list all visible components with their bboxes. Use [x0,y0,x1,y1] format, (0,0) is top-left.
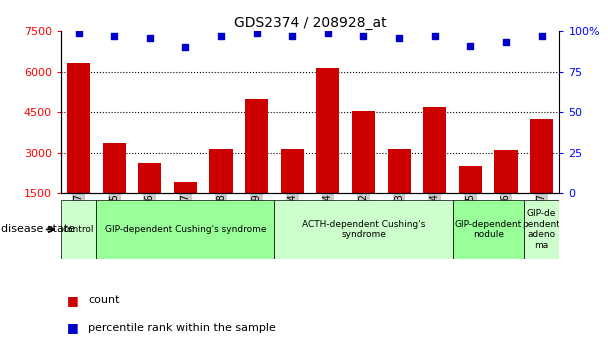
Bar [352,111,375,234]
Bar [61,200,97,259]
Bar [274,200,452,259]
Bar [423,107,446,234]
Bar [174,183,197,234]
Text: ACTH-dependent Cushing's
syndrome: ACTH-dependent Cushing's syndrome [302,220,425,239]
Text: percentile rank within the sample: percentile rank within the sample [88,323,276,333]
Bar [494,150,517,234]
Point [430,33,440,39]
Point [288,33,297,39]
Text: control: control [63,225,94,234]
Bar [316,68,339,234]
Point [466,43,475,48]
Point [323,30,333,36]
Bar [459,166,482,234]
Bar [523,200,559,259]
Bar [452,200,523,259]
Point [181,45,190,50]
Point [74,30,83,36]
Point [252,30,261,36]
Bar [103,143,126,234]
Point [537,33,547,39]
Bar [138,164,161,234]
Text: count: count [88,295,120,305]
Text: GIP-dependent Cushing's syndrome: GIP-dependent Cushing's syndrome [105,225,266,234]
Point [216,33,226,39]
Bar [97,200,274,259]
Text: GIP-dependent
nodule: GIP-dependent nodule [455,220,522,239]
Title: GDS2374 / 208928_at: GDS2374 / 208928_at [233,16,387,30]
Text: ■: ■ [67,321,78,334]
Bar [245,99,268,234]
Point [109,33,119,39]
Bar [281,149,304,234]
Point [394,35,404,40]
Point [359,33,368,39]
Bar [387,149,410,234]
Bar [530,119,553,234]
Text: GIP-de
pendent
adeno
ma: GIP-de pendent adeno ma [523,209,561,249]
Point [145,35,154,40]
Text: disease state: disease state [1,225,75,234]
Bar [210,149,233,234]
Point [501,40,511,45]
Bar [67,63,90,234]
Text: ■: ■ [67,294,78,307]
